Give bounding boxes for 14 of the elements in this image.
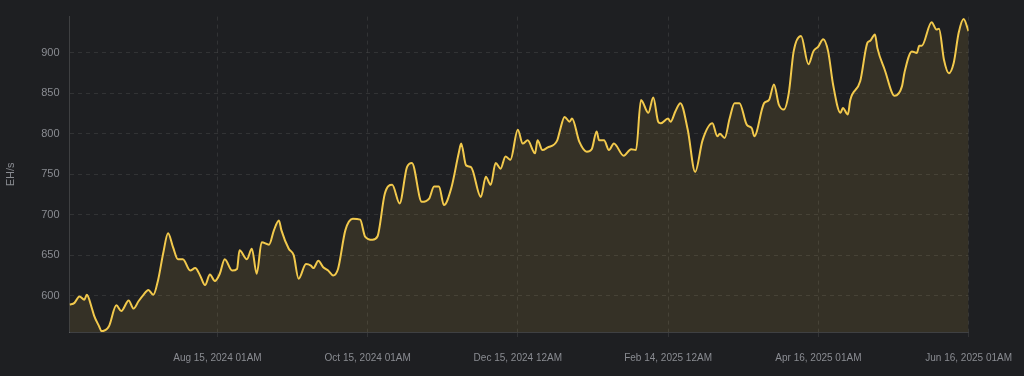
y-tick-label: 700: [41, 207, 60, 220]
y-tick-label: 850: [41, 86, 60, 99]
y-tick-label: 800: [41, 126, 60, 139]
y-tick-label: 750: [41, 167, 60, 180]
x-tick-label: Apr 16, 2025 01AM: [775, 351, 862, 363]
y-axis-title: EH/s: [3, 161, 16, 187]
x-tick-label: Jun 16, 2025 01AM: [925, 351, 1012, 363]
x-tick-label: Aug 15, 2024 01AM: [173, 351, 262, 363]
x-tick-label: Feb 14, 2025 12AM: [624, 351, 712, 363]
y-tick-label: 900: [41, 46, 60, 59]
x-tick-label: Dec 15, 2024 12AM: [473, 351, 563, 363]
y-tick-label: 600: [41, 288, 60, 301]
y-tick-label: 650: [41, 248, 60, 261]
x-tick-label: Oct 15, 2024 01AM: [324, 351, 411, 363]
